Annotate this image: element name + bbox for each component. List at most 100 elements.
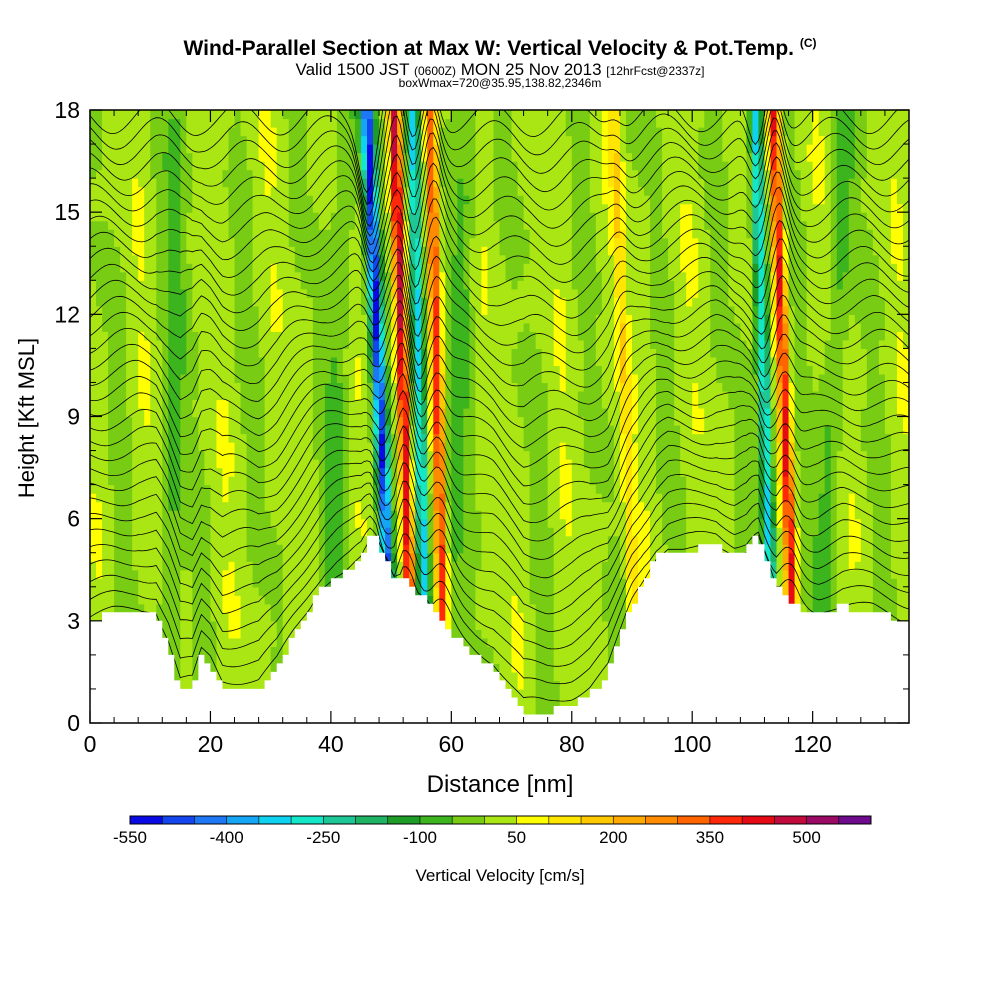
field-cell <box>619 322 627 384</box>
field-cell <box>222 569 230 613</box>
field-cell <box>511 595 519 673</box>
valid-prefix: Valid 1500 JST <box>295 60 410 79</box>
field-cell <box>354 356 362 401</box>
colorbar-swatch <box>806 816 840 824</box>
field-cell <box>878 297 886 341</box>
field-cell <box>728 305 735 409</box>
colorbar-swatch <box>419 816 453 824</box>
field-cell <box>397 459 404 486</box>
field-cell <box>222 110 230 171</box>
field-cell <box>421 246 428 298</box>
field-cell <box>379 467 386 494</box>
velocity-field <box>90 110 909 723</box>
field-cell <box>481 314 489 639</box>
field-cell <box>776 339 784 367</box>
field-cell <box>144 425 151 639</box>
field-cell <box>180 569 187 723</box>
field-cell <box>806 110 814 145</box>
field-cell <box>475 510 483 571</box>
field-cell <box>638 186 645 503</box>
field-cell <box>746 237 754 349</box>
field-cell <box>379 280 386 307</box>
field-cell <box>559 518 567 716</box>
field-cell <box>373 339 380 367</box>
field-cell <box>222 501 230 571</box>
field-cell <box>186 212 193 264</box>
field-cell <box>650 348 657 562</box>
field-cell <box>878 373 886 682</box>
field-cell <box>360 195 368 222</box>
field-cell <box>752 203 760 239</box>
field-cell <box>360 152 368 171</box>
field-cell <box>373 382 380 401</box>
field-cell <box>860 178 868 213</box>
field-cell <box>403 390 410 426</box>
field-cell <box>788 416 796 443</box>
field-cell <box>824 110 832 341</box>
field-cell <box>240 135 248 435</box>
field-cell <box>391 297 398 332</box>
field-cell <box>698 178 705 409</box>
field-cell <box>818 373 826 494</box>
field-cell <box>427 399 434 452</box>
field-cell <box>252 586 260 723</box>
field-cell <box>529 110 537 332</box>
field-cell <box>354 203 362 358</box>
colorbar-swatch <box>484 816 517 824</box>
field-cell <box>776 220 784 256</box>
field-cell <box>463 407 470 699</box>
field-cell <box>174 118 181 511</box>
field-cell <box>523 229 531 264</box>
field-cell <box>523 450 531 723</box>
field-cell <box>668 280 675 673</box>
field-cell <box>511 348 519 384</box>
field-cell <box>529 331 537 605</box>
field-cell <box>788 518 796 554</box>
field-cell <box>373 169 380 188</box>
field-cell <box>890 110 898 179</box>
field-cell <box>397 416 404 435</box>
field-cell <box>354 118 362 154</box>
field-cell <box>409 425 416 460</box>
field-cell <box>565 135 573 460</box>
field-cell <box>601 203 609 409</box>
field-cell <box>330 212 338 358</box>
field-cell <box>192 110 199 332</box>
field-cell <box>367 254 374 273</box>
field-cell <box>174 110 181 120</box>
field-cell <box>571 288 579 723</box>
y-tick-label: 15 <box>54 199 80 225</box>
field-cell <box>535 348 543 723</box>
y-tick-label: 12 <box>54 301 80 327</box>
field-cell <box>409 314 416 349</box>
field-cell <box>511 161 519 290</box>
field-cell <box>782 544 790 571</box>
field-cell <box>595 271 603 315</box>
field-cell <box>764 169 772 205</box>
field-cell <box>409 263 416 315</box>
field-cell <box>379 433 386 469</box>
field-cell <box>385 527 392 554</box>
field-cell <box>367 314 374 332</box>
field-cell <box>409 212 416 264</box>
field-cell <box>373 220 380 239</box>
field-cell <box>704 229 711 723</box>
field-cell <box>457 110 464 179</box>
field-cell <box>421 297 428 349</box>
field-cell <box>583 110 591 469</box>
field-cell <box>625 314 633 375</box>
field-cell <box>638 501 645 605</box>
field-cell <box>108 484 115 723</box>
field-cell <box>565 535 573 723</box>
field-cell <box>776 169 784 188</box>
theta-contour-line <box>90 373 909 505</box>
field-cell <box>656 110 663 128</box>
field-cell <box>734 110 741 324</box>
field-cell <box>878 110 886 298</box>
field-cell <box>132 178 139 256</box>
field-cell <box>866 110 874 230</box>
field-cell <box>559 390 567 443</box>
terrain-ground <box>90 535 909 723</box>
field-cell <box>746 152 754 239</box>
field-cell <box>300 288 308 622</box>
